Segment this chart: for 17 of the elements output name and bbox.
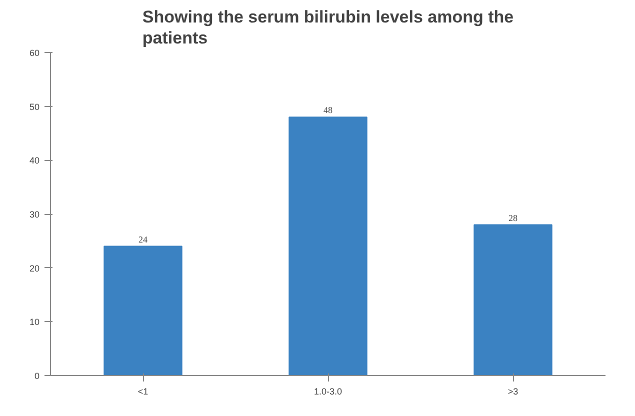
y-tick-label: 60 bbox=[29, 48, 40, 58]
data-label: 28 bbox=[508, 212, 518, 223]
x-tick-label: <1 bbox=[138, 386, 148, 396]
x-tick-label: >3 bbox=[508, 386, 518, 396]
chart-title: Showing the serum bilirubin levels among the patients bbox=[142, 8, 514, 48]
data-label: 48 bbox=[324, 105, 333, 116]
y-tick-label: 10 bbox=[29, 317, 40, 328]
y-tick-label: 50 bbox=[29, 102, 40, 112]
y-tick-label: 40 bbox=[29, 156, 40, 166]
bar bbox=[288, 116, 368, 376]
bar bbox=[474, 224, 552, 376]
y-tick-label: 30 bbox=[29, 210, 40, 220]
data-label: 24 bbox=[138, 234, 148, 244]
bar bbox=[104, 246, 182, 376]
x-tick-label: 1.0-3.0 bbox=[314, 386, 342, 396]
y-tick-label: 20 bbox=[29, 263, 40, 274]
y-tick-label: 0 bbox=[34, 371, 40, 381]
